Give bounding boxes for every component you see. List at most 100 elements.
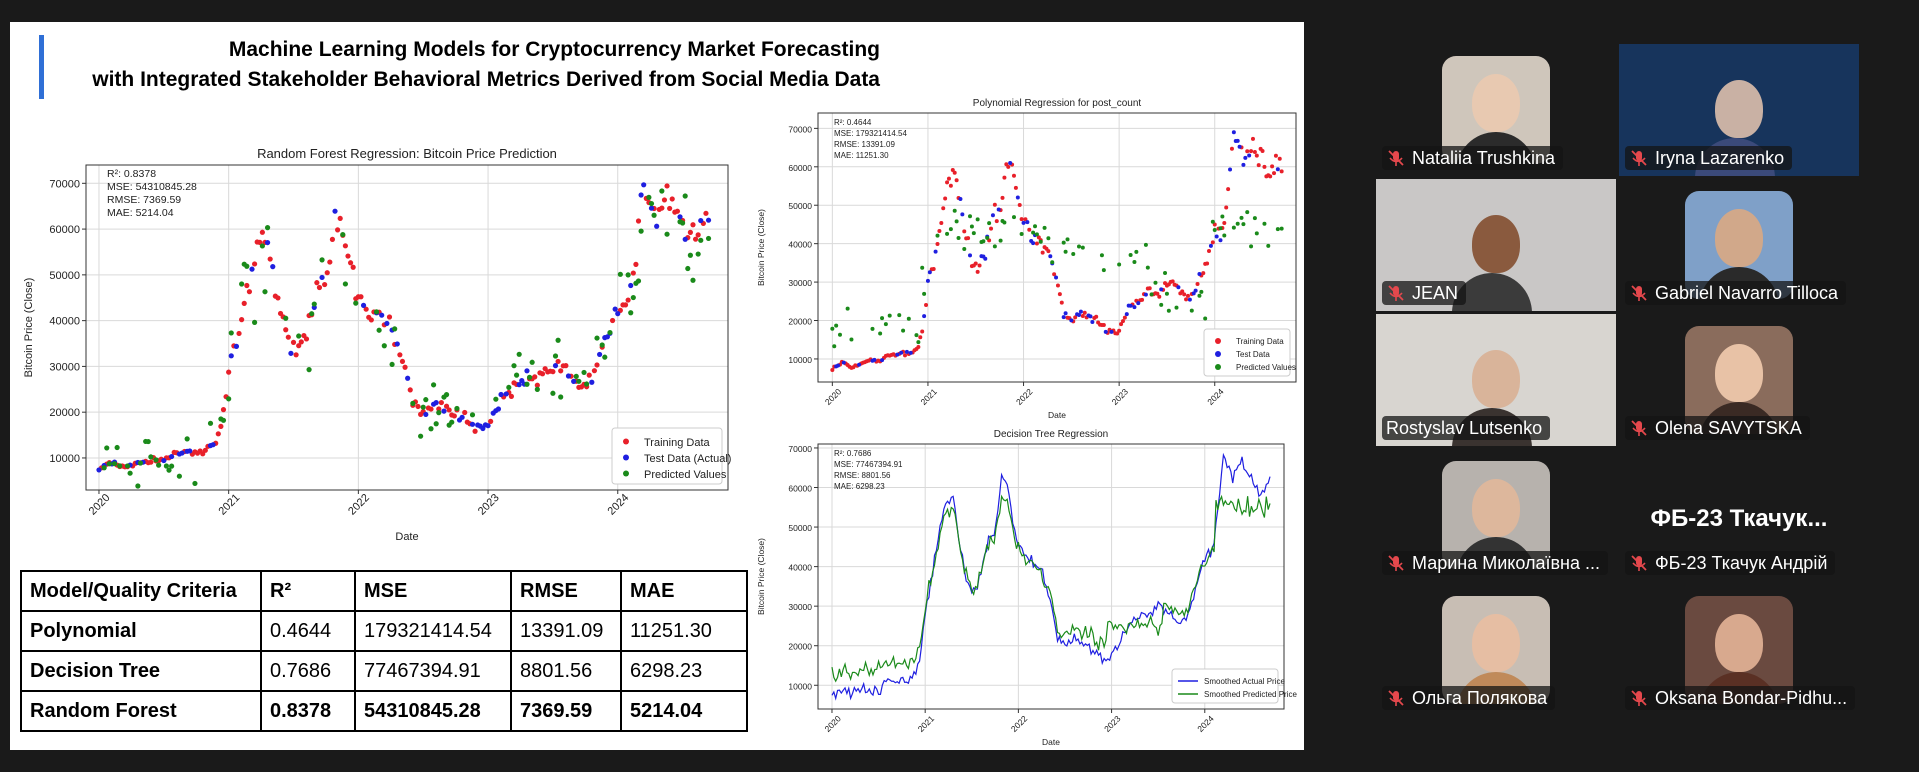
test-point: [922, 314, 927, 319]
predicted-point: [264, 225, 271, 231]
predicted-point: [1033, 224, 1038, 229]
predicted-point: [635, 278, 642, 284]
training-point: [591, 368, 598, 374]
training-point: [368, 317, 374, 323]
test-point: [96, 467, 102, 473]
participant-tile[interactable]: Oksana Bondar-Pidhu...: [1619, 584, 1859, 716]
predicted-series: [830, 208, 1284, 349]
training-point: [1250, 136, 1255, 141]
predicted-point: [1076, 244, 1081, 249]
predicted-point: [433, 421, 439, 427]
training-series: [98, 183, 709, 471]
participant-name-tag: Nataliia Trushkina: [1382, 146, 1564, 170]
table-cell: 54310845.28: [354, 690, 512, 732]
mic-slash: [1631, 420, 1647, 436]
participant-name-tag: JEAN: [1382, 281, 1467, 305]
chart-title: Decision Tree Regression: [994, 429, 1109, 440]
predicted-point: [1002, 220, 1007, 225]
participant-tile[interactable]: ФБ-23 Ткачук... ФБ-23 Ткачук Андрій: [1619, 449, 1859, 581]
participant-tile[interactable]: Ольга Полякова: [1376, 584, 1616, 716]
predicted-point: [1166, 308, 1171, 313]
participant-tile[interactable]: Rostyslav Lutsenko: [1376, 314, 1616, 446]
test-point: [654, 223, 660, 229]
training-point: [943, 196, 948, 201]
legend-box: [1203, 328, 1291, 377]
y-tick-label: 30000: [49, 361, 80, 373]
predicted-point: [1203, 316, 1208, 321]
test-point: [960, 212, 965, 217]
participant-tile[interactable]: Iryna Lazarenko: [1619, 44, 1859, 176]
training-point: [667, 205, 673, 212]
metric-text: R²: 0.8378: [107, 168, 156, 180]
mic-stand: [1632, 427, 1646, 433]
predicted-point: [513, 372, 520, 378]
y-tick-label: 50000: [788, 523, 812, 533]
training-point: [399, 358, 406, 365]
predicted-point: [849, 337, 854, 342]
y-tick-label: 50000: [788, 201, 812, 211]
test-point: [1275, 167, 1280, 172]
training-point: [329, 236, 336, 242]
training-point: [952, 170, 957, 175]
predicted-point: [1042, 225, 1047, 230]
predicted-point: [252, 319, 258, 325]
training-point: [428, 406, 434, 412]
predicted-point: [698, 237, 704, 243]
predicted-point: [651, 212, 657, 218]
random-forest-chart-svg: Random Forest Regression: Bitcoin Price …: [23, 146, 731, 543]
training-point: [1140, 297, 1145, 302]
training-point: [920, 329, 925, 334]
training-point: [1277, 156, 1282, 161]
predicted-point: [1279, 226, 1284, 231]
legend-box: [611, 427, 723, 485]
predicted-point: [1153, 280, 1158, 285]
predicted-point: [430, 382, 437, 388]
person-head: [1715, 209, 1763, 267]
muted-mic-icon: [1631, 420, 1647, 436]
legend-label: Smoothed Predicted Price: [1204, 690, 1297, 699]
mic-slash: [1631, 150, 1647, 166]
predicted-point: [244, 263, 250, 269]
participant-tile[interactable]: JEAN: [1376, 179, 1616, 311]
participant-tile[interactable]: Nataliia Trushkina: [1376, 44, 1616, 176]
test-point: [228, 353, 234, 359]
table-cell-model: Random Forest: [20, 690, 262, 732]
predicted-point: [1254, 231, 1259, 236]
participant-tile[interactable]: Gabriel Navarro Tilloca: [1619, 179, 1859, 311]
plot-frame: [817, 443, 1285, 710]
training-point: [322, 281, 328, 288]
training-point: [314, 280, 320, 286]
test-point: [1031, 241, 1036, 246]
test-point: [433, 400, 439, 406]
participant-tile[interactable]: Марина Миколаївна ...: [1376, 449, 1616, 581]
training-point: [622, 302, 629, 308]
predicted-point: [342, 281, 348, 287]
metric-text: MSE: 54310845.28: [107, 181, 197, 193]
predicted-point: [935, 233, 940, 238]
y-tick-label: 70000: [49, 178, 80, 190]
training-point: [1017, 202, 1022, 207]
training-point: [941, 206, 946, 211]
predicted-point: [106, 461, 112, 467]
muted-mic-icon: [1388, 690, 1404, 706]
predicted-point: [954, 219, 959, 224]
test-point: [836, 363, 841, 368]
training-point: [363, 306, 369, 312]
participant-tile[interactable]: Olena SAVYTSKA: [1619, 314, 1859, 446]
training-point: [659, 205, 665, 211]
training-point: [609, 317, 616, 324]
predicted-point: [1164, 291, 1169, 296]
training-point: [1201, 271, 1206, 276]
predicted-point: [906, 316, 911, 321]
training-point: [945, 180, 950, 185]
test-point: [841, 360, 846, 365]
predicted-point: [309, 311, 315, 317]
table-cell-model: Decision Tree: [20, 650, 262, 692]
test-point: [968, 253, 973, 258]
training-point: [407, 387, 413, 393]
training-point: [244, 282, 250, 289]
predicted-point: [449, 419, 455, 425]
slide-title: Machine Learning Models for Cryptocurren…: [50, 38, 880, 98]
test-point: [1021, 220, 1026, 225]
y-axis-label: Bitcoin Price (Close): [23, 278, 35, 378]
